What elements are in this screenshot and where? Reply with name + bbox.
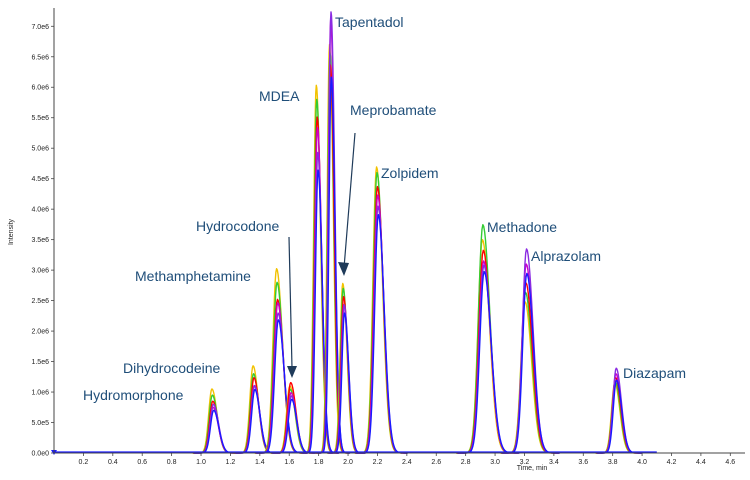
x-tick-label: 2.0 xyxy=(343,459,353,466)
label-methamphetamine: Methamphetamine xyxy=(135,268,251,284)
x-tick-label: 2.8 xyxy=(461,459,471,466)
label-hydromorphone: Hydromorphone xyxy=(83,387,184,403)
y-tick-label: 6.0e6 xyxy=(31,85,49,92)
x-tick-label: 3.8 xyxy=(608,459,618,466)
y-tick-label: 0.0e0 xyxy=(31,451,49,458)
x-tick-label: 0.4 xyxy=(108,459,118,466)
peak-trace xyxy=(501,282,559,454)
x-tick-label: 3.0 xyxy=(490,459,500,466)
x-tick-label: 4.6 xyxy=(725,459,735,466)
x-tick-label: 3.6 xyxy=(578,459,588,466)
peak-trace xyxy=(192,388,238,454)
arrows-group xyxy=(287,132,356,378)
label-alprazolam: Alprazolam xyxy=(531,248,601,264)
x-tick-label: 1.8 xyxy=(314,459,324,466)
peak-trace xyxy=(328,312,366,454)
y-tick-label: 4.5e6 xyxy=(31,176,49,183)
x-tick-label: 2.6 xyxy=(431,459,441,466)
x-tick-label: 2.4 xyxy=(402,459,412,466)
y-tick-label: 3.5e6 xyxy=(31,237,49,244)
x-tick-label: 1.2 xyxy=(226,459,236,466)
y-tick-label: 2.5e6 xyxy=(31,298,49,305)
label-zolpidem: Zolpidem xyxy=(381,165,439,181)
x-tick-label: 1.0 xyxy=(196,459,206,466)
x-tick-label: 1.6 xyxy=(284,459,294,466)
label-tapentadol: Tapentadol xyxy=(335,14,404,30)
peak-trace xyxy=(456,224,519,454)
x-tick-label: 3.4 xyxy=(549,459,559,466)
arrow-meprobamate xyxy=(343,132,356,269)
x-tick-label: 3.2 xyxy=(520,459,530,466)
arrowhead-meprobamate xyxy=(338,262,349,276)
x-tick-label: 1.4 xyxy=(255,459,265,466)
arrow-hydrocodone xyxy=(288,236,293,369)
peak-trace xyxy=(256,319,308,454)
peak-trace xyxy=(597,379,643,454)
y-tick-label: 5.5e6 xyxy=(31,115,49,122)
x-tick-label: 0.2 xyxy=(79,459,89,466)
x-tick-label: 4.0 xyxy=(637,459,647,466)
peak-trace xyxy=(502,272,560,454)
x-tick-label: 4.4 xyxy=(696,459,706,466)
label-hydrocodone: Hydrocodone xyxy=(196,218,279,234)
peak-trace xyxy=(255,302,308,454)
x-tick-label: 2.2 xyxy=(373,459,383,466)
label-mdea: MDEA xyxy=(259,88,300,104)
peak-trace xyxy=(356,213,408,454)
peak-trace xyxy=(456,249,519,454)
annotations-group: Tapentadol MDEA Meprobamate Zolpidem Hyd… xyxy=(83,14,686,403)
axes-group xyxy=(53,8,745,454)
y-tick-label: 1.5e6 xyxy=(31,359,49,366)
y-tick-label: 4.0e6 xyxy=(31,207,49,214)
x-axis-title: Time, min xyxy=(517,465,548,472)
label-methadone: Methadone xyxy=(487,219,557,235)
x-tick-label: 4.2 xyxy=(667,459,677,466)
label-meprobamate: Meprobamate xyxy=(350,102,437,118)
y-axis-title: Intensity xyxy=(8,218,15,245)
y-tick-label: 5.0e6 xyxy=(31,146,49,153)
x-tick-label: 0.6 xyxy=(137,459,147,466)
label-diazapam: Diazapam xyxy=(623,365,686,381)
y-ticks-group: 0.0e0 5.0e5 1.0e6 1.5e6 2.0e6 2.5e6 3.0e6 3.5e6… xyxy=(31,24,54,458)
peak-trace xyxy=(500,301,558,454)
x-ticks-group: 0.2 0.4 0.6 0.8 1.0 1.2 1.4 1.6 1.8 2.0 2.2 2.4 2.6 2… xyxy=(79,453,735,466)
arrowhead-hydrocodone xyxy=(287,366,297,378)
peak-trace xyxy=(193,403,240,454)
label-dihydrocodeine: Dihydrocodeine xyxy=(123,360,220,376)
y-tick-label: 5.0e5 xyxy=(31,420,49,427)
y-tick-label: 2.0e6 xyxy=(31,329,49,336)
peak-trace xyxy=(192,394,239,454)
y-tick-label: 7.0e6 xyxy=(31,24,49,31)
x-tick-label: 0.8 xyxy=(167,459,177,466)
peak-trace xyxy=(194,409,240,454)
peak-trace xyxy=(457,270,520,454)
y-tick-label: 3.0e6 xyxy=(31,268,49,275)
y-tick-label: 1.0e6 xyxy=(31,390,49,397)
y-tick-label: 6.5e6 xyxy=(31,54,49,61)
